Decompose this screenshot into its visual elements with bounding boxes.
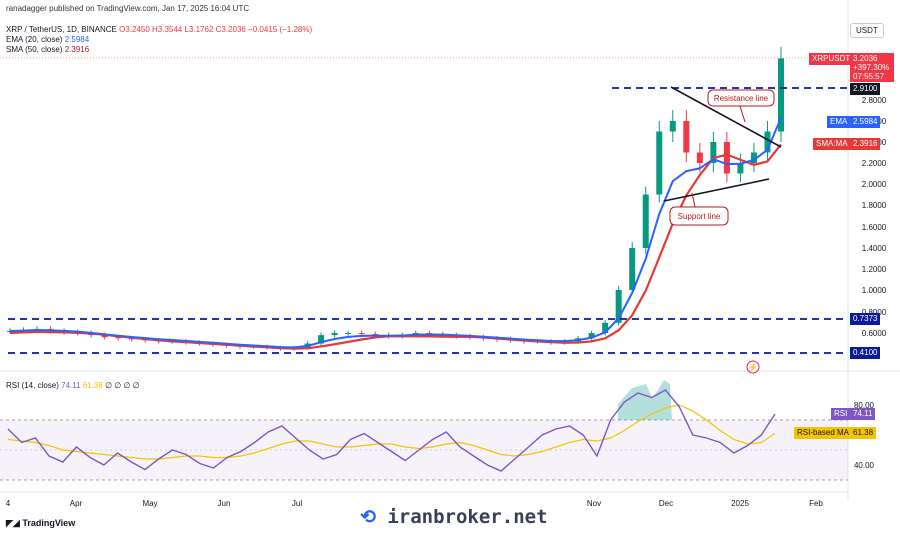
symbol-badge: XRPUSDT — [809, 53, 854, 65]
candle — [710, 142, 717, 163]
rsi-tick-label: 80.00 — [854, 401, 875, 410]
price-tick-label: 1.8000 — [862, 201, 887, 210]
time-tick-label: Dec — [659, 499, 673, 508]
sma-legend: SMA (50, close) 2.3916 — [6, 45, 89, 54]
candle — [588, 333, 595, 339]
candle — [331, 333, 338, 336]
watermark-text: iranbroker.net — [387, 506, 548, 528]
rsi-overbought-fill — [618, 380, 672, 420]
candle — [629, 248, 636, 290]
resistance-callout: Resistance line — [707, 89, 775, 123]
price-tick-label: 1.0000 — [862, 286, 887, 295]
support-label: Support line — [678, 212, 721, 221]
candle — [683, 121, 690, 153]
candle — [642, 194, 649, 248]
rsi-legend: RSI (14, close) 74.11 61.38 ∅ ∅ ∅ ∅ — [6, 381, 140, 390]
price-tick-label: 2.8000 — [862, 96, 887, 105]
time-tick-label: Nov — [587, 499, 601, 508]
published-caption: ranadagger published on TradingView.com,… — [6, 4, 250, 13]
resistance-trendline — [670, 86, 782, 148]
time-tick-label: 4 — [6, 499, 11, 508]
candle — [696, 152, 703, 163]
last-price: 3.2036 — [853, 54, 878, 63]
candle — [778, 58, 784, 132]
tv-brand-icon: ◤◢ — [6, 518, 23, 528]
candle — [750, 152, 757, 163]
rsi-ma-legend-value: 61.38 — [82, 381, 103, 390]
ema-badge: 2.5984 — [850, 116, 881, 128]
price-tick-label: 1.6000 — [862, 223, 887, 232]
currency-selector[interactable]: USDT — [850, 23, 884, 38]
watermark: ⟲ iranbroker.net — [360, 506, 548, 528]
candle — [318, 335, 325, 344]
price-tick-label: 1.4000 — [862, 244, 887, 253]
candle — [615, 290, 622, 323]
sma-legend-value: 2.3916 — [64, 45, 90, 54]
time-tick-label: Jun — [218, 499, 231, 508]
candle — [723, 142, 730, 174]
candle — [7, 330, 13, 332]
candle — [656, 131, 663, 195]
candle — [345, 333, 352, 334]
candle — [115, 337, 122, 339]
rsi-ma-line — [7, 404, 776, 460]
time-tick-label: Apr — [70, 499, 83, 508]
candle — [372, 334, 379, 336]
price-tick-label: 0.6000 — [862, 329, 887, 338]
ema-legend-label: EMA (20, close) — [6, 35, 63, 44]
rsi-badge-label: RSI — [831, 408, 851, 420]
ema-20-line — [9, 117, 782, 349]
support-trendline — [663, 178, 770, 202]
lower-level-badge: 0.4100 — [850, 347, 881, 359]
time-tick-label: 2025 — [731, 499, 749, 508]
candle — [764, 131, 771, 153]
tradingview-logo[interactable]: ◤◢ TradingView — [6, 518, 75, 529]
flash-icon[interactable] — [746, 360, 760, 374]
resistance-level-badge: 2.9100 — [850, 83, 881, 95]
rsi-legend-extra: ∅ ∅ ∅ ∅ — [105, 381, 140, 390]
time-tick-label: May — [142, 499, 157, 508]
symbol-title: XRP / TetherUS, 1D, BINANCE — [6, 25, 117, 34]
tv-brand-text: TradingView — [22, 518, 76, 528]
resistance-label: Resistance line — [714, 94, 769, 103]
rsi-legend-value: 74.11 — [61, 381, 81, 390]
candle — [101, 335, 108, 338]
ema-legend: EMA (20, close) 2.5984 — [6, 35, 89, 44]
rsi-ma-badge: 61.38 — [850, 427, 877, 439]
rsi-line — [7, 389, 776, 472]
support-callout: Support line — [669, 192, 729, 226]
symbol-legend: XRP / TetherUS, 1D, BINANCE O3.2450 H3.3… — [6, 25, 312, 34]
rsi-badge: 74.11 — [850, 408, 876, 420]
rsi-tick-label: 40.00 — [854, 461, 875, 470]
time-tick-label: Jul — [292, 499, 302, 508]
sma-50-line — [9, 143, 782, 350]
price-tick-label: 1.2000 — [862, 265, 887, 274]
ema-legend-value: 2.5984 — [64, 35, 90, 44]
price-tick-label: 2.0000 — [862, 180, 887, 189]
candle — [737, 163, 744, 174]
watermark-icon: ⟲ — [360, 506, 388, 528]
sma-badge-label: SMA:MA — [813, 138, 851, 150]
rsi-ma-badge-label: RSI-based MA — [794, 427, 853, 439]
price-tick-label: 2.2000 — [862, 159, 887, 168]
price-badge: 3.2036 +397.30% 07:55:57 — [850, 53, 894, 82]
total-change: +397.30% — [853, 63, 890, 72]
candle — [669, 121, 676, 132]
ohlc-values: O3.2450 H3.3544 L3.1762 C3.2036 −0.0415 … — [119, 25, 313, 34]
candle-timer: 07:55:57 — [853, 72, 885, 81]
candle — [128, 338, 135, 340]
upper-level-badge: 0.7373 — [850, 313, 881, 325]
svg-text:⚡: ⚡ — [748, 362, 758, 372]
price-tick-label: 0.8000 — [862, 308, 887, 317]
rsi-legend-label: RSI (14, close) — [6, 381, 59, 390]
sma-legend-label: SMA (50, close) — [6, 45, 63, 54]
time-tick-label: Feb — [809, 499, 823, 508]
ema-badge-label: EMA — [827, 116, 851, 128]
sma-badge: 2.3916 — [850, 138, 881, 150]
candle — [358, 333, 365, 335]
candle — [602, 322, 609, 333]
